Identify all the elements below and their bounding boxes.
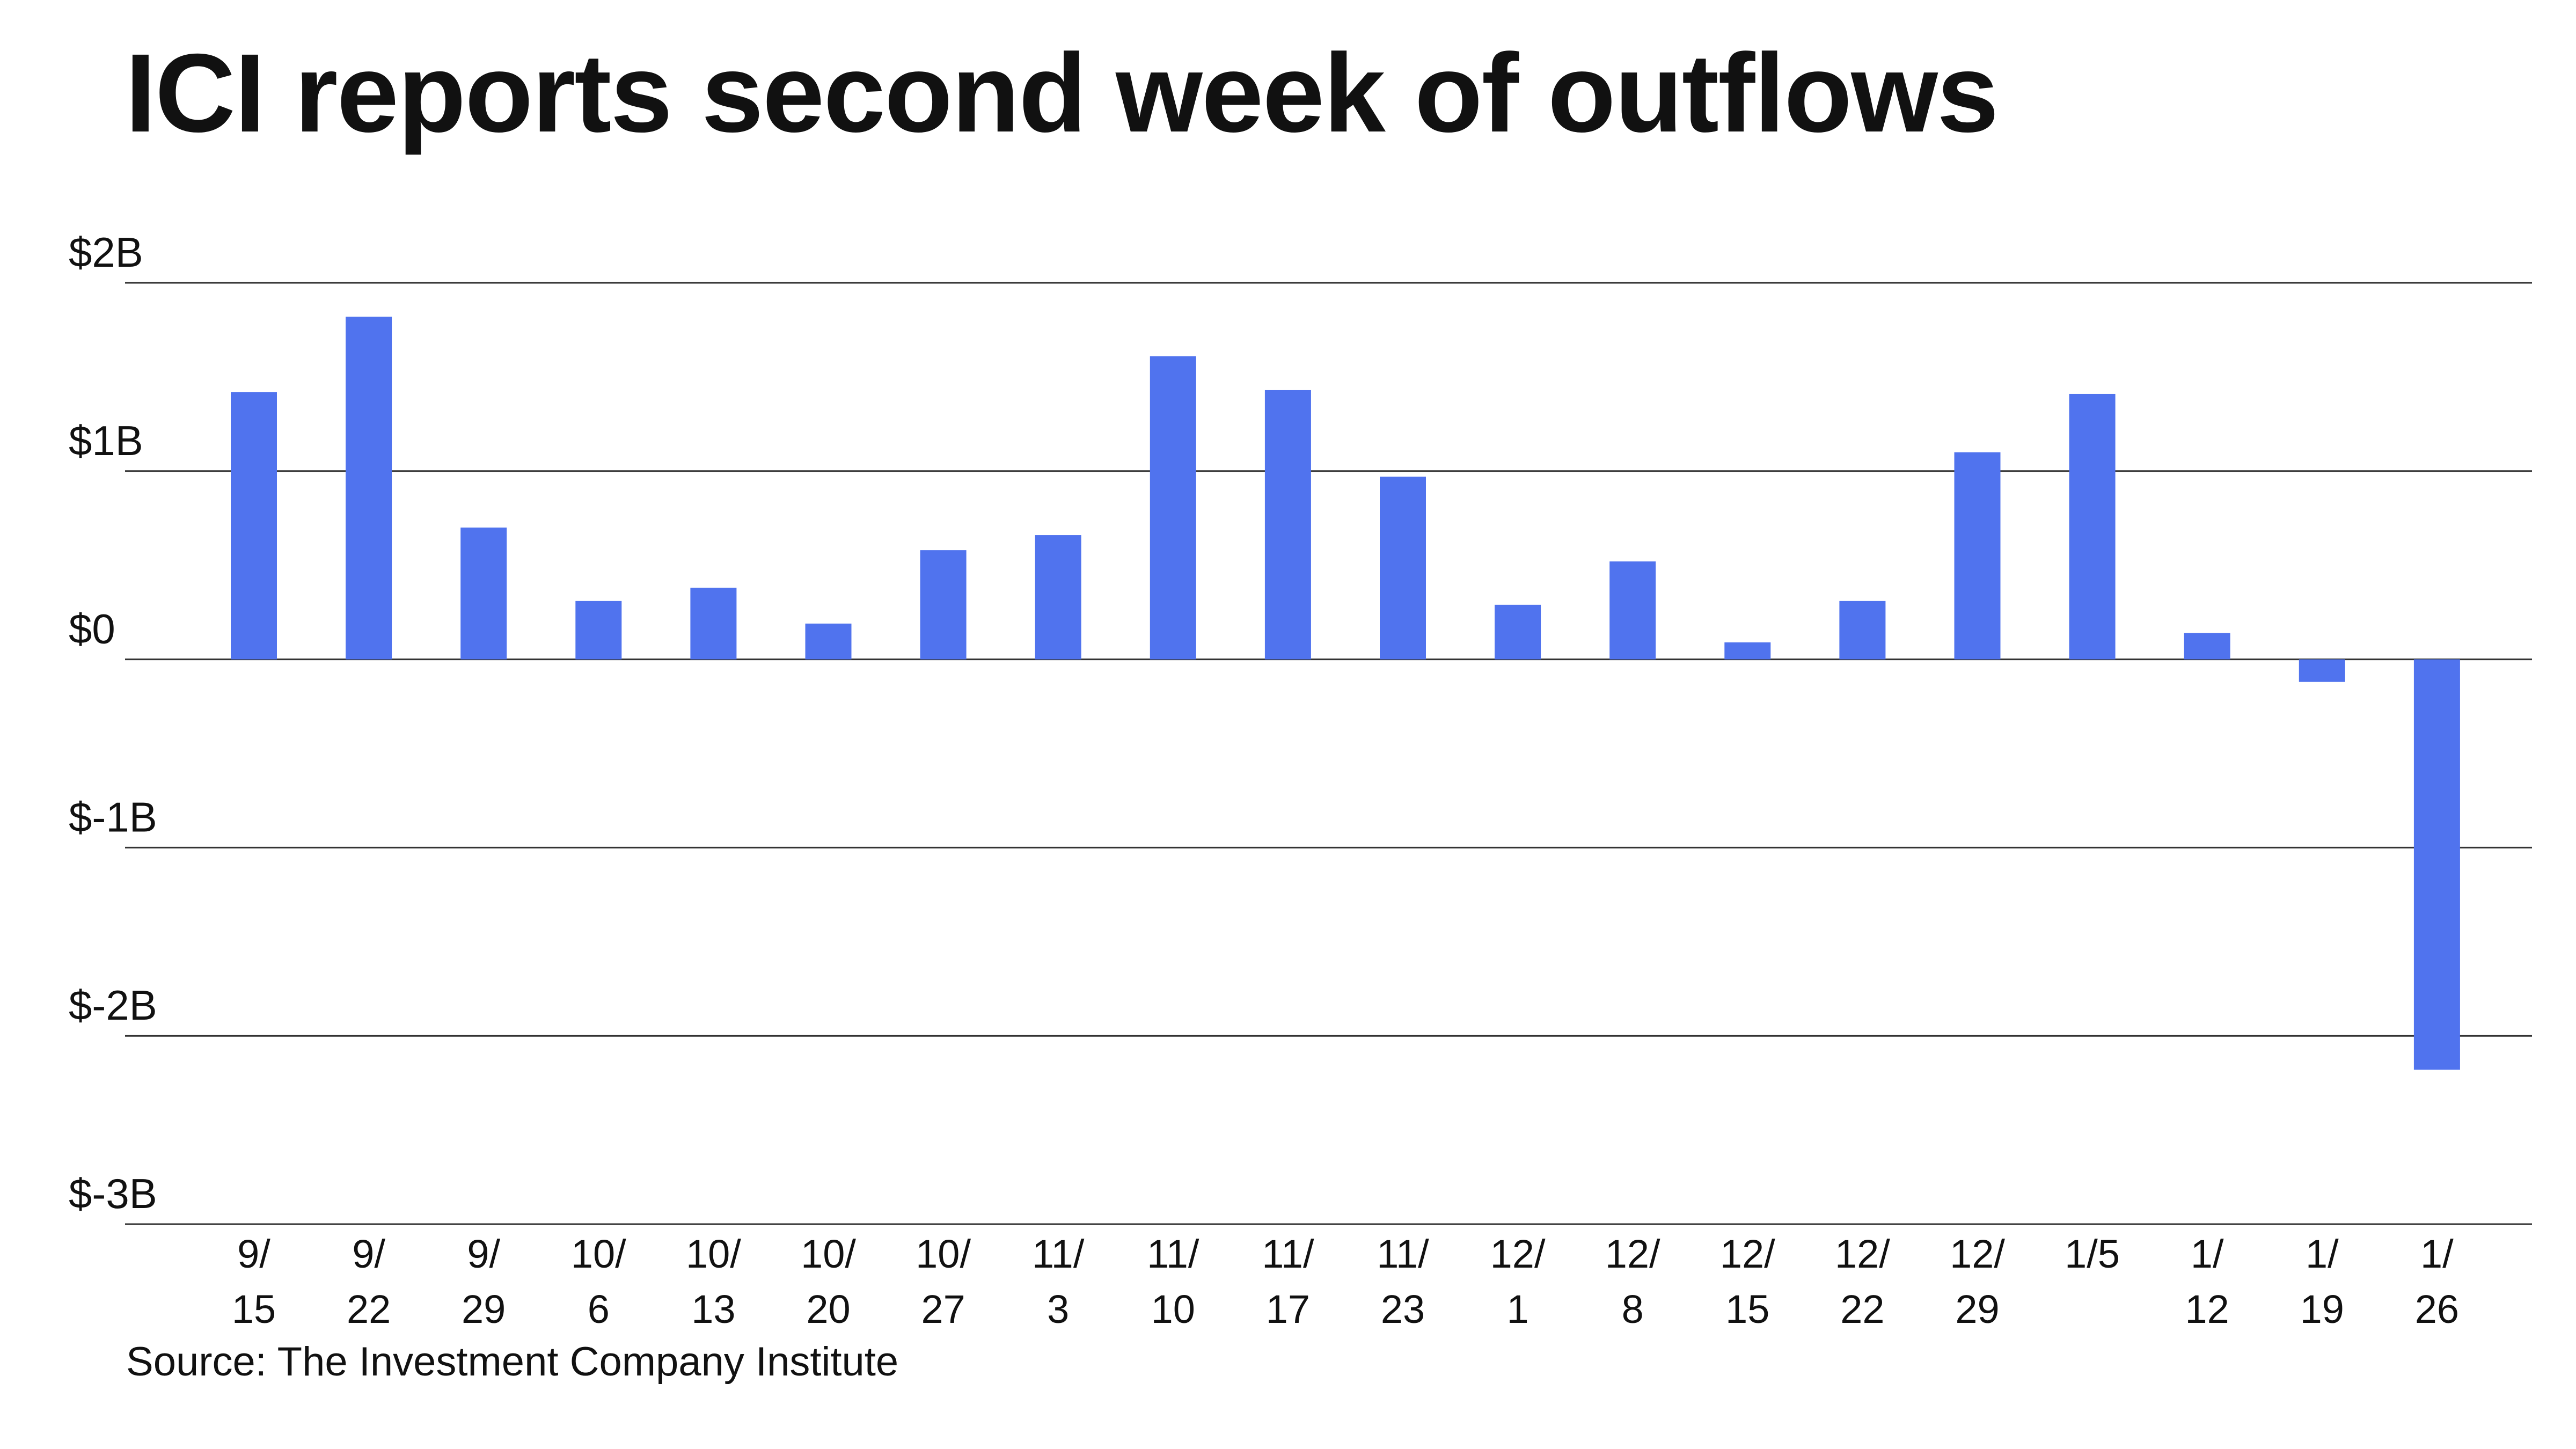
bar (460, 528, 507, 660)
x-tick-label: 15 (232, 1287, 276, 1331)
x-tick-label: 1/5 (2065, 1232, 2120, 1276)
x-tick-label: 11/ (1147, 1232, 1199, 1276)
x-tick-label: 23 (1381, 1287, 1425, 1331)
bar (1264, 390, 1311, 660)
x-tick-label: 3 (1047, 1287, 1069, 1331)
x-tick-label: 12/ (1835, 1232, 1890, 1276)
x-tick-label: 11/ (1262, 1232, 1314, 1276)
x-tick-label: 29 (1955, 1287, 1999, 1331)
bar (1724, 642, 1771, 660)
y-tick-label: $-2B (69, 982, 157, 1029)
bar (1035, 535, 1081, 660)
bar (805, 623, 852, 660)
x-tick-label: 10/ (801, 1232, 856, 1276)
bar (1495, 604, 1541, 660)
bar (2413, 659, 2460, 1070)
bars (231, 317, 2460, 1070)
x-tick-label: 15 (1725, 1287, 1769, 1331)
x-tick-label: 1/ (2420, 1232, 2454, 1276)
x-tick-label: 12/ (1720, 1232, 1775, 1276)
x-tick-label: 10/ (916, 1232, 971, 1276)
bar (920, 550, 967, 660)
y-tick-label: $-3B (69, 1170, 157, 1217)
bar (1954, 452, 2001, 660)
y-tick-label: $0 (69, 605, 115, 653)
bar (690, 588, 737, 660)
x-tick-label: 10/ (571, 1232, 626, 1276)
x-tick-label: 12/ (1490, 1232, 1546, 1276)
x-tick-label: 10/ (686, 1232, 741, 1276)
bar (231, 392, 277, 660)
x-tick-label: 27 (921, 1287, 965, 1331)
x-tick-label: 11/ (1377, 1232, 1429, 1276)
x-tick-label: 9/ (352, 1232, 385, 1276)
y-tick-label: $1B (69, 417, 143, 464)
x-tick-label: 13 (691, 1287, 735, 1331)
x-tick-label: 29 (462, 1287, 506, 1331)
x-tick-label: 12/ (1950, 1232, 2005, 1276)
bar (1609, 561, 1656, 660)
y-axis-tick-labels: $2B $1B $0 $-1B $-2B $-3B (69, 229, 157, 1217)
bar (575, 601, 622, 660)
bar (1839, 601, 1886, 660)
x-tick-label: 12/ (1605, 1232, 1660, 1276)
bar (1150, 356, 1196, 660)
x-tick-label: 22 (1840, 1287, 1884, 1331)
x-tick-label: 11/ (1032, 1232, 1085, 1276)
bar (346, 317, 392, 660)
x-tick-label: 26 (2415, 1287, 2459, 1331)
bar (1380, 477, 1426, 660)
x-tick-label: 1 (1507, 1287, 1529, 1331)
x-tick-label: 20 (806, 1287, 850, 1331)
x-tick-label: 12 (2185, 1287, 2229, 1331)
source-note: Source: The Investment Company Institute (126, 1339, 899, 1385)
bar (2184, 633, 2230, 660)
x-tick-label: 1/ (2306, 1232, 2339, 1276)
x-tick-label: 22 (347, 1287, 391, 1331)
x-axis-tick-labels: 9/159/229/2910/610/1310/2010/2711/311/10… (232, 1232, 2459, 1331)
bar (2069, 393, 2116, 660)
chart-title: ICI reports second week of outflows (125, 31, 1999, 156)
bar (2299, 659, 2345, 682)
y-tick-label: $2B (69, 229, 143, 276)
x-tick-label: 10 (1151, 1287, 1195, 1331)
x-tick-label: 8 (1622, 1287, 1644, 1331)
x-tick-label: 9/ (237, 1232, 270, 1276)
x-tick-label: 1/ (2191, 1232, 2224, 1276)
x-tick-label: 9/ (467, 1232, 500, 1276)
gridlines (125, 282, 2532, 1225)
x-tick-label: 6 (588, 1287, 610, 1331)
y-tick-label: $-1B (69, 793, 157, 840)
x-tick-label: 17 (1266, 1287, 1310, 1331)
x-tick-label: 19 (2300, 1287, 2344, 1331)
